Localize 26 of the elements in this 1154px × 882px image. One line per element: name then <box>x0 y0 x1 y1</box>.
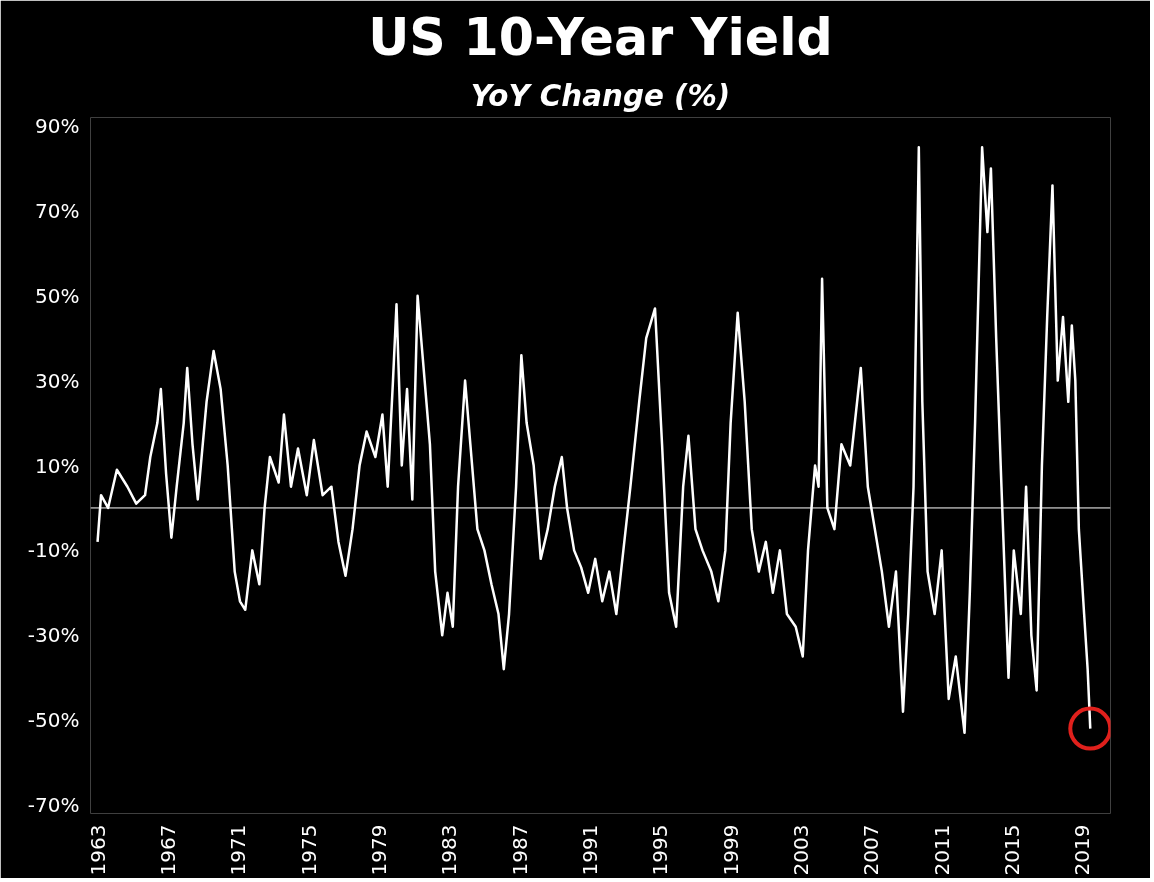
x-tick-label: 1979 <box>366 824 391 876</box>
x-tick-label: 2007 <box>859 824 884 876</box>
y-tick-label: 10% <box>35 453 80 478</box>
x-tick-label: 1995 <box>648 824 673 876</box>
chart-title: US 10-Year Yield <box>368 7 833 67</box>
x-tick-label: 1971 <box>226 824 251 876</box>
chart-subtitle: YoY Change (%) <box>470 78 731 113</box>
y-tick-label: 50% <box>35 283 80 308</box>
x-tick-label: 1963 <box>85 824 110 876</box>
y-tick-label: -70% <box>27 793 80 818</box>
x-tick-label: 1983 <box>437 824 462 876</box>
x-tick-label: 1975 <box>296 824 321 876</box>
y-tick-label: 90% <box>35 113 80 138</box>
y-tick-label: 70% <box>35 198 80 223</box>
y-tick-label: -50% <box>27 708 80 733</box>
x-tick-label: 2019 <box>1070 824 1095 876</box>
y-tick-label: 30% <box>35 368 80 393</box>
x-tick-label: 1967 <box>155 824 180 876</box>
x-tick-label: 2015 <box>1000 824 1025 876</box>
x-tick-label: 1991 <box>577 824 602 876</box>
y-tick-label: -10% <box>27 538 80 563</box>
y-tick-label: -30% <box>27 623 80 648</box>
x-tick-label: 1987 <box>507 824 532 876</box>
x-tick-label: 2011 <box>929 824 954 876</box>
x-tick-label: 1999 <box>718 824 743 876</box>
x-tick-label: 2003 <box>788 824 813 876</box>
